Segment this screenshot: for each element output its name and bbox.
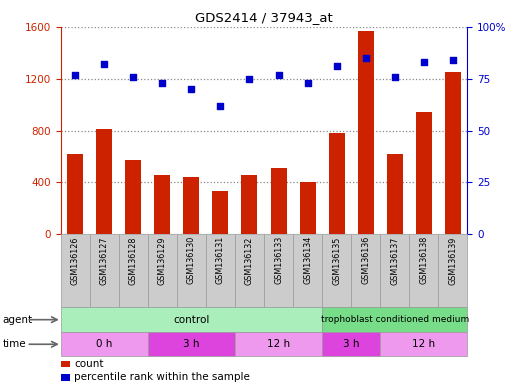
Text: count: count: [74, 359, 104, 369]
Bar: [235, 234, 264, 307]
Text: 3 h: 3 h: [343, 339, 360, 349]
Bar: [148, 234, 177, 307]
Bar: [61, 361, 70, 367]
Bar: [183, 177, 200, 234]
Bar: [351, 234, 380, 307]
Text: time: time: [3, 339, 26, 349]
Text: GSM136136: GSM136136: [361, 236, 370, 285]
Bar: [125, 161, 142, 234]
Point: [275, 71, 283, 78]
Bar: [61, 332, 148, 356]
Text: GSM136138: GSM136138: [419, 236, 428, 285]
Text: GSM136137: GSM136137: [390, 236, 399, 285]
Bar: [148, 332, 235, 356]
Point: [158, 80, 167, 86]
Bar: [293, 234, 322, 307]
Text: GSM136127: GSM136127: [100, 236, 109, 285]
Text: 3 h: 3 h: [183, 339, 200, 349]
Text: 0 h: 0 h: [96, 339, 112, 349]
Bar: [119, 234, 148, 307]
Bar: [264, 234, 293, 307]
Text: GSM136135: GSM136135: [332, 236, 341, 285]
Text: GDS2414 / 37943_at: GDS2414 / 37943_at: [195, 12, 333, 25]
Bar: [386, 154, 403, 234]
Bar: [328, 133, 345, 234]
Point: [391, 74, 399, 80]
Text: GSM136129: GSM136129: [158, 236, 167, 285]
Text: GSM136130: GSM136130: [187, 236, 196, 285]
Bar: [61, 234, 90, 307]
Text: agent: agent: [3, 314, 33, 325]
Point: [216, 103, 225, 109]
Bar: [206, 234, 235, 307]
Text: GSM136126: GSM136126: [71, 236, 80, 285]
Text: GSM136134: GSM136134: [303, 236, 312, 285]
Bar: [270, 168, 287, 234]
Text: GSM136131: GSM136131: [216, 236, 225, 285]
Bar: [322, 332, 380, 356]
Point: [420, 59, 428, 65]
Bar: [61, 374, 70, 381]
Bar: [416, 113, 432, 234]
Bar: [212, 192, 229, 234]
Bar: [61, 307, 322, 332]
Bar: [380, 332, 467, 356]
Bar: [154, 175, 171, 234]
Bar: [380, 234, 409, 307]
Bar: [357, 31, 374, 234]
Text: control: control: [173, 314, 210, 325]
Bar: [235, 332, 322, 356]
Bar: [409, 234, 438, 307]
Text: trophoblast conditioned medium: trophoblast conditioned medium: [320, 315, 469, 324]
Point: [303, 80, 312, 86]
Bar: [438, 234, 467, 307]
Bar: [241, 175, 258, 234]
Point: [100, 61, 109, 67]
Text: percentile rank within the sample: percentile rank within the sample: [74, 372, 250, 382]
Bar: [96, 129, 112, 234]
Text: GSM136133: GSM136133: [274, 236, 283, 285]
Text: GSM136132: GSM136132: [245, 236, 254, 285]
Bar: [445, 72, 461, 234]
Bar: [90, 234, 119, 307]
Bar: [299, 182, 316, 234]
Point: [187, 86, 196, 92]
Point: [449, 57, 457, 63]
Point: [71, 71, 80, 78]
Text: 12 h: 12 h: [412, 339, 435, 349]
Bar: [67, 154, 83, 234]
Text: 12 h: 12 h: [267, 339, 290, 349]
Text: GSM136128: GSM136128: [129, 236, 138, 285]
Point: [129, 74, 138, 80]
Point: [361, 55, 370, 61]
Bar: [322, 307, 467, 332]
Text: GSM136139: GSM136139: [448, 236, 457, 285]
Point: [245, 76, 254, 82]
Point: [333, 63, 341, 70]
Bar: [177, 234, 206, 307]
Bar: [322, 234, 351, 307]
